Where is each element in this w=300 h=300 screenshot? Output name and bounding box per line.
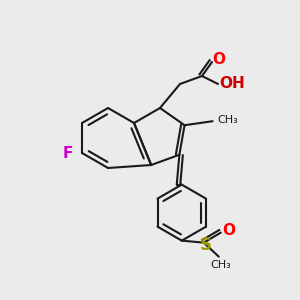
Text: CH₃: CH₃ — [217, 115, 238, 125]
Text: O: O — [212, 52, 226, 68]
Text: S: S — [200, 236, 212, 253]
Text: O: O — [222, 223, 235, 238]
Text: OH: OH — [219, 76, 245, 92]
Text: CH₃: CH₃ — [210, 260, 231, 270]
Text: F: F — [63, 146, 73, 160]
